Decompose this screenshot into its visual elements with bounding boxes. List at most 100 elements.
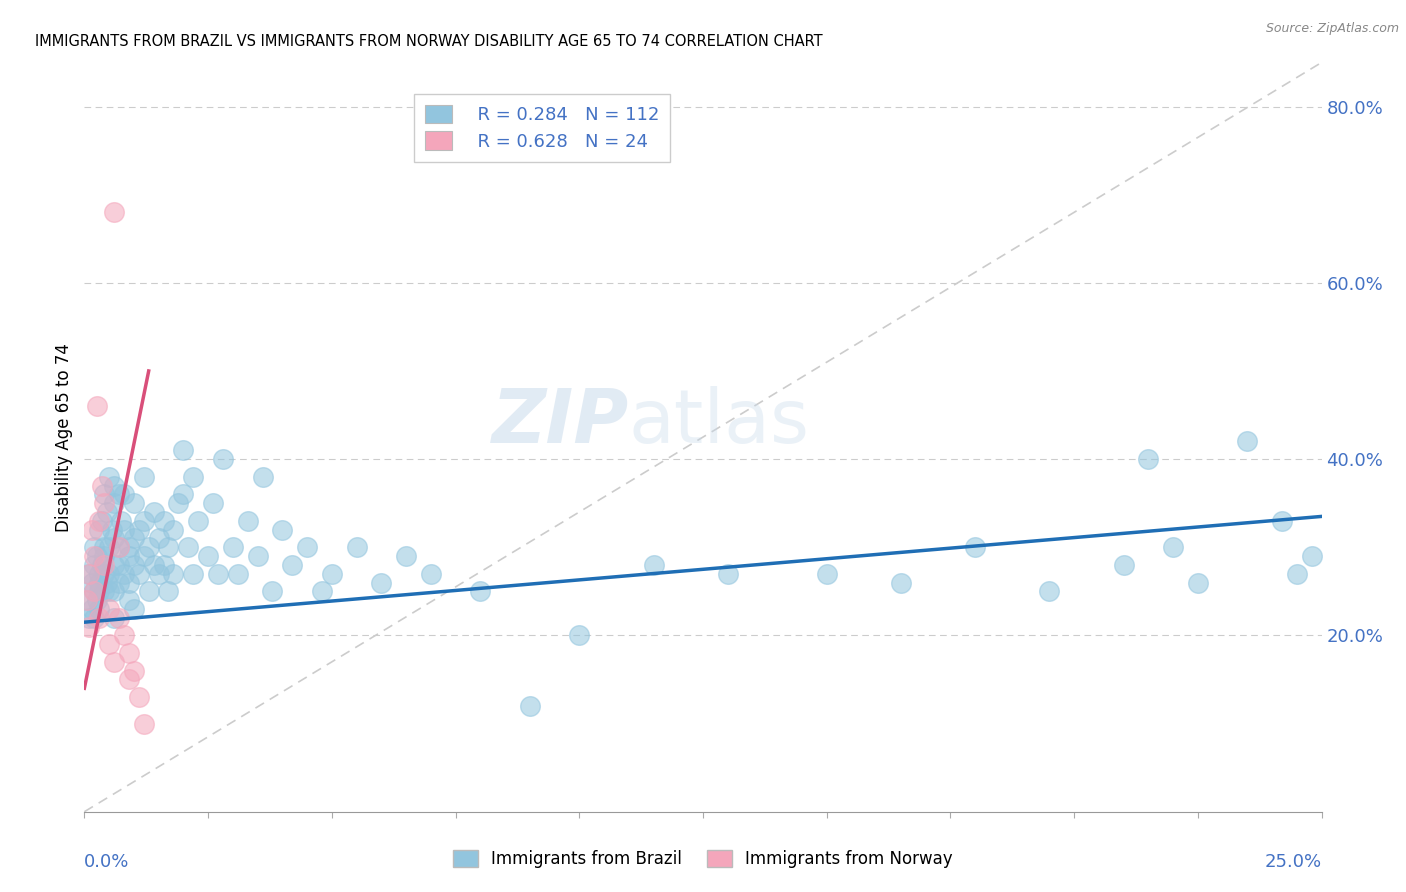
Point bbox=[1301, 549, 1323, 563]
Point bbox=[108, 575, 131, 590]
Point bbox=[152, 514, 174, 528]
Point bbox=[311, 584, 333, 599]
Point bbox=[197, 549, 219, 563]
Point bbox=[295, 541, 318, 555]
Point bbox=[281, 558, 304, 572]
Point bbox=[77, 593, 100, 607]
Point bbox=[83, 541, 105, 555]
Point bbox=[132, 716, 155, 731]
Point bbox=[89, 611, 111, 625]
Point bbox=[98, 469, 121, 483]
Point bbox=[118, 646, 141, 660]
Point bbox=[1187, 575, 1209, 590]
Point bbox=[132, 514, 155, 528]
Point bbox=[89, 575, 111, 590]
Point bbox=[103, 584, 125, 599]
Point bbox=[162, 566, 184, 581]
Point bbox=[1137, 452, 1160, 467]
Point bbox=[118, 541, 141, 555]
Point bbox=[142, 558, 165, 572]
Point bbox=[80, 523, 103, 537]
Point bbox=[177, 541, 200, 555]
Point bbox=[103, 478, 125, 492]
Point bbox=[1161, 541, 1184, 555]
Point bbox=[86, 549, 108, 563]
Text: Source: ZipAtlas.com: Source: ZipAtlas.com bbox=[1265, 22, 1399, 36]
Point bbox=[202, 496, 225, 510]
Point bbox=[226, 566, 249, 581]
Point bbox=[1271, 514, 1294, 528]
Legend:   R = 0.284   N = 112,   R = 0.628   N = 24: R = 0.284 N = 112, R = 0.628 N = 24 bbox=[413, 94, 671, 161]
Point bbox=[108, 558, 131, 572]
Point bbox=[122, 602, 145, 616]
Point bbox=[93, 558, 115, 572]
Point bbox=[79, 566, 101, 581]
Point bbox=[643, 558, 665, 572]
Point bbox=[419, 566, 441, 581]
Point bbox=[98, 602, 121, 616]
Point bbox=[212, 452, 235, 467]
Point bbox=[93, 584, 115, 599]
Point bbox=[98, 637, 121, 651]
Point bbox=[96, 575, 118, 590]
Point bbox=[103, 611, 125, 625]
Point bbox=[207, 566, 229, 581]
Point bbox=[108, 541, 131, 555]
Point bbox=[122, 558, 145, 572]
Point bbox=[122, 496, 145, 510]
Text: 25.0%: 25.0% bbox=[1264, 853, 1322, 871]
Point bbox=[83, 549, 105, 563]
Point bbox=[103, 205, 125, 219]
Point bbox=[118, 593, 141, 607]
Legend: Immigrants from Brazil, Immigrants from Norway: Immigrants from Brazil, Immigrants from … bbox=[446, 843, 960, 875]
Point bbox=[1112, 558, 1135, 572]
Point bbox=[96, 505, 118, 519]
Point bbox=[271, 523, 294, 537]
Point bbox=[112, 523, 135, 537]
Point bbox=[76, 593, 98, 607]
Point bbox=[118, 575, 141, 590]
Text: atlas: atlas bbox=[628, 385, 810, 458]
Point bbox=[172, 487, 194, 501]
Point bbox=[112, 566, 135, 581]
Point bbox=[128, 566, 150, 581]
Point bbox=[395, 549, 418, 563]
Point bbox=[128, 523, 150, 537]
Point bbox=[142, 505, 165, 519]
Point bbox=[965, 541, 987, 555]
Point bbox=[112, 628, 135, 642]
Point bbox=[89, 602, 111, 616]
Point bbox=[89, 584, 111, 599]
Point bbox=[128, 690, 150, 705]
Point bbox=[172, 443, 194, 458]
Point bbox=[100, 523, 122, 537]
Point bbox=[112, 487, 135, 501]
Point bbox=[103, 655, 125, 669]
Point bbox=[181, 566, 204, 581]
Point bbox=[90, 514, 112, 528]
Point bbox=[86, 593, 108, 607]
Point bbox=[79, 619, 101, 633]
Point bbox=[321, 566, 343, 581]
Text: IMMIGRANTS FROM BRAZIL VS IMMIGRANTS FROM NORWAY DISABILITY AGE 65 TO 74 CORRELA: IMMIGRANTS FROM BRAZIL VS IMMIGRANTS FRO… bbox=[35, 34, 823, 49]
Point bbox=[236, 514, 259, 528]
Point bbox=[138, 584, 160, 599]
Point bbox=[98, 566, 121, 581]
Point bbox=[152, 558, 174, 572]
Point bbox=[93, 496, 115, 510]
Point bbox=[83, 611, 105, 625]
Point bbox=[83, 584, 105, 599]
Point bbox=[90, 558, 112, 572]
Point bbox=[83, 558, 105, 572]
Point bbox=[80, 575, 103, 590]
Point bbox=[370, 575, 392, 590]
Point bbox=[89, 523, 111, 537]
Point bbox=[83, 584, 105, 599]
Point bbox=[118, 549, 141, 563]
Point bbox=[98, 584, 121, 599]
Point bbox=[1285, 566, 1308, 581]
Point bbox=[157, 541, 180, 555]
Point bbox=[162, 523, 184, 537]
Point bbox=[138, 541, 160, 555]
Point bbox=[246, 549, 269, 563]
